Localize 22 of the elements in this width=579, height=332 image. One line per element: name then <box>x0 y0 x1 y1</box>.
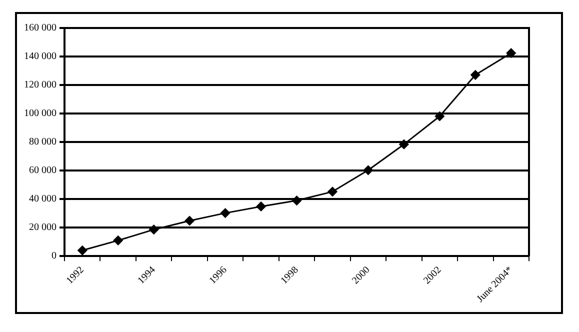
point <box>256 202 266 212</box>
point <box>434 112 444 121</box>
point <box>220 208 230 218</box>
point <box>113 236 123 246</box>
y-tick-label: 40 000 <box>29 194 56 205</box>
point <box>328 186 338 196</box>
point <box>292 196 302 206</box>
y-tick-label: 80 000 <box>29 136 56 148</box>
y-tick-label: 140 000 <box>24 51 56 62</box>
point <box>470 70 480 80</box>
point <box>78 246 88 256</box>
y-tick-label: 0 <box>52 250 56 262</box>
y-tick-label: 160 000 <box>24 22 56 34</box>
point <box>506 48 516 58</box>
point <box>184 216 194 226</box>
y-tick-label: 20 000 <box>29 222 56 234</box>
point <box>363 165 373 175</box>
y-tick-label: 120 000 <box>24 80 56 91</box>
point <box>149 224 159 234</box>
y-tick-label: 60 000 <box>29 165 56 176</box>
point <box>399 140 409 150</box>
y-tick-label: 100 000 <box>24 108 56 120</box>
